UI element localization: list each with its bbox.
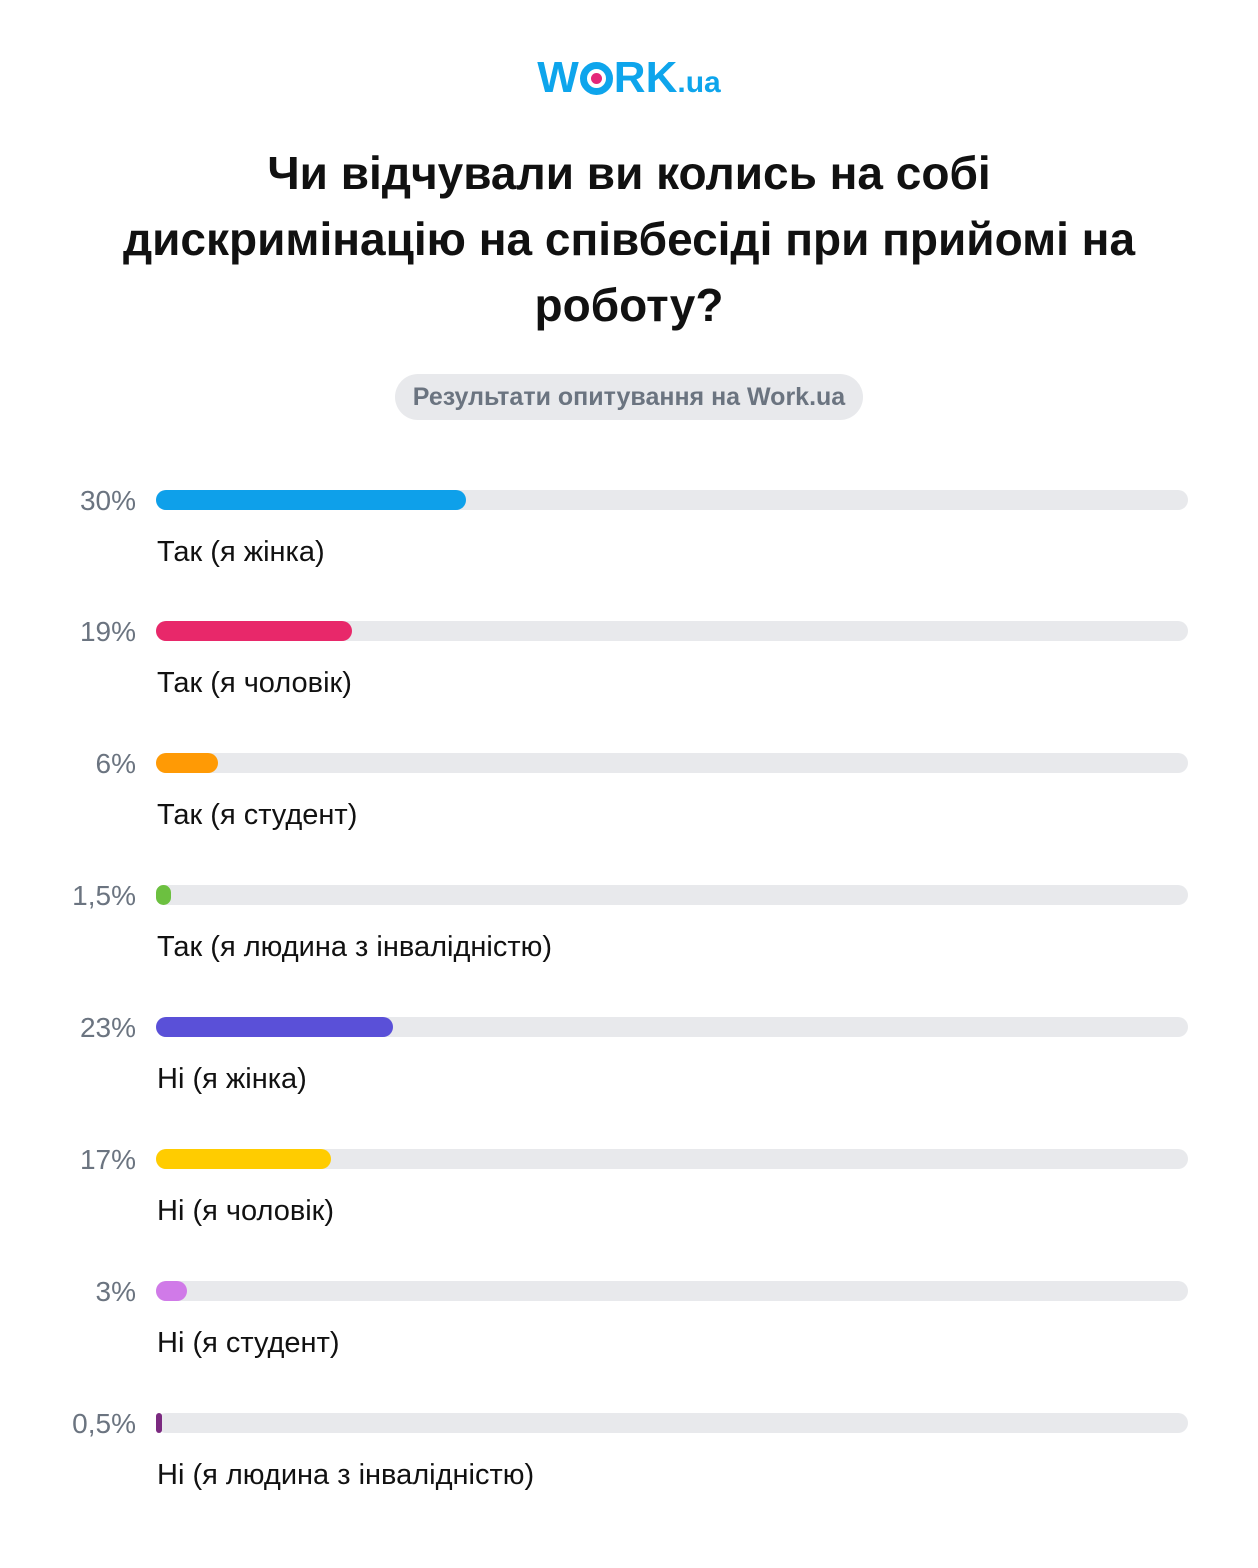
chart-row: 17% Ні (я чоловік) [0,1145,1258,1259]
bar-fill [156,885,172,905]
category-label: Так (я чоловік) [157,667,352,699]
category-label: Ні (я студент) [157,1327,340,1359]
page-title: Чи відчували ви колись на собі дискримін… [122,147,1136,331]
chart-row: 3% Ні (я студент) [0,1277,1258,1391]
bar-fill [156,621,353,641]
survey-source-badge: Результати опитування на Work.ua [394,374,864,420]
bar-fill [156,753,218,773]
bar-track [156,621,1188,641]
bar-track [156,1017,1188,1037]
chart-row: 0,5% Ні (я людина з інвалідністю) [0,1409,1258,1523]
bar-fill [156,1281,187,1301]
category-label: Ні (я жінка) [157,1063,307,1095]
logo-suffix: .ua [677,66,721,99]
bar-track [156,1149,1188,1169]
bar-track [156,1281,1188,1301]
percent-label: 30% [79,485,136,516]
percent-label: 3% [95,1276,136,1307]
percent-label: 23% [79,1012,136,1043]
bar-track [156,490,1188,510]
bar-fill [156,1149,332,1169]
category-label: Так (я жінка) [157,536,325,568]
percent-label: 0,5% [72,1408,136,1439]
bar-fill [156,1017,394,1037]
category-label: Ні (я чоловік) [157,1195,335,1227]
bar-track [156,1413,1188,1433]
percent-label: 19% [79,616,136,647]
chart-row: 23% Ні (я жінка) [0,1013,1258,1127]
percent-label: 17% [79,1144,136,1175]
category-label: Ні (я людина з інвалідністю) [157,1459,535,1491]
percent-label: 6% [95,748,136,779]
logo-text-w: W [537,53,579,102]
chart-row: 6% Так (я студент) [0,749,1258,863]
percent-label: 1,5% [72,880,136,911]
logo-text-rk: RK [613,53,678,102]
bar-fill [156,490,466,510]
logo-target-icon [579,62,613,95]
chart-row: 19% Так (я чоловік) [0,617,1258,731]
bar-track [156,753,1188,773]
category-label: Так (я студент) [157,799,358,831]
category-label: Так (я людина з інвалідністю) [157,931,553,963]
bar-track [156,885,1188,905]
work-ua-logo: W RK.ua [0,52,1258,109]
chart-row: 1,5% Так (я людина з інвалідністю) [0,881,1258,995]
bar-fill [156,1413,162,1433]
chart-row: 30% Так (я жінка) [0,486,1258,600]
